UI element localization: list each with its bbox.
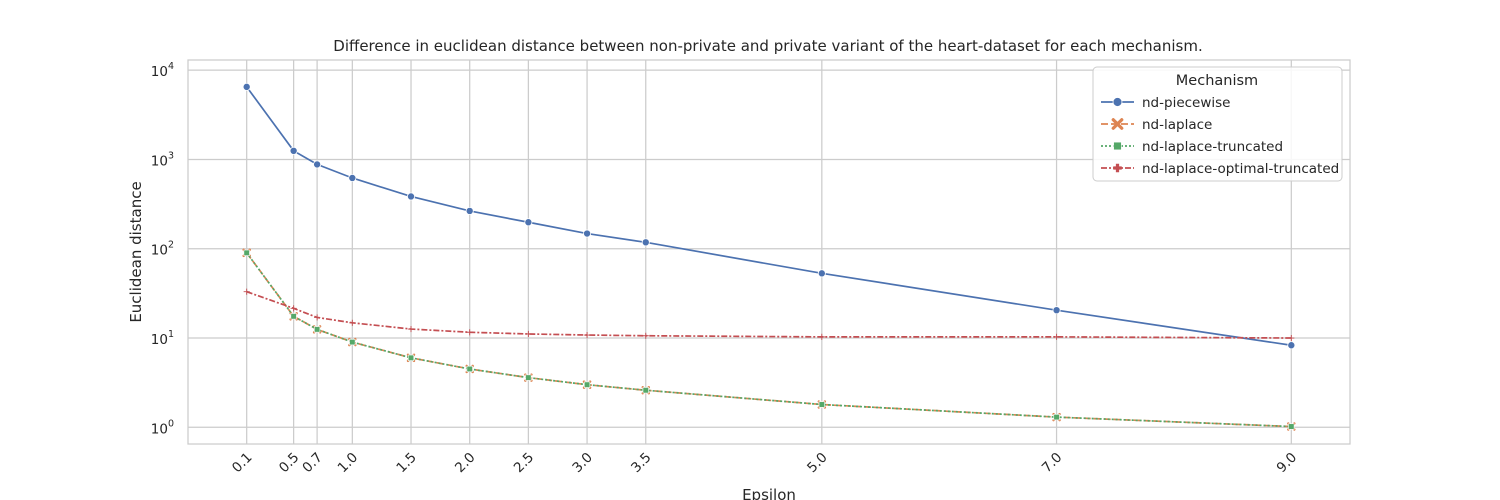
legend-item: nd-laplace: [1101, 117, 1212, 133]
grid: [188, 60, 1350, 444]
y-tick-base: 10: [151, 332, 168, 348]
marker-plus: [818, 333, 825, 340]
y-tick-exponent: 2: [168, 240, 174, 251]
x-axis-ticks: 0.1 0.50.7 1.0 1.5 2.0 2.5 3.0 3.5 5.0 7.0 9.0: [229, 450, 1300, 477]
marker-circle: [1052, 306, 1061, 315]
marker-plus: [1113, 163, 1122, 173]
series-line: [246, 252, 1292, 428]
marker-circle: [524, 218, 533, 227]
x-tick-label: 2.0: [452, 450, 479, 477]
x-tick-label: 1.5: [393, 450, 420, 477]
x-tick-label: 0.5: [276, 450, 303, 477]
legend-item: nd-piecewise: [1101, 95, 1230, 111]
y-tick-exponent: 4: [168, 61, 174, 72]
marker-plus: [1288, 334, 1295, 342]
x-tick-label: 1.0: [335, 450, 362, 477]
y-axis-label: Euclidean distance: [127, 181, 145, 322]
plot-frame: [187, 59, 1351, 445]
marker-square: [583, 381, 591, 388]
marker-plus: [243, 288, 250, 295]
y-tick-exponent: 1: [168, 329, 174, 340]
y-tick-base: 10: [151, 153, 168, 169]
marker-plus: [584, 331, 591, 339]
marker-circle: [348, 173, 357, 182]
series-nd-laplace: [242, 248, 1296, 431]
x-tick-label: 3.0: [569, 450, 596, 477]
y-tick-label: 103: [151, 150, 174, 169]
y-tick-label: 101: [151, 329, 174, 348]
y-tick-base: 10: [151, 243, 168, 259]
marker-plus: [314, 314, 321, 321]
y-tick-label: 100: [151, 418, 174, 437]
marker-plus: [525, 330, 532, 338]
y-tick-exponent: 0: [168, 418, 174, 429]
x-tick-label: 0.7: [299, 450, 326, 477]
marker-circle: [641, 238, 650, 247]
marker-square: [818, 401, 825, 408]
marker-circle: [583, 229, 592, 238]
marker-plus: [290, 305, 297, 312]
marker-circle: [242, 82, 251, 91]
marker-circle: [313, 160, 322, 169]
x-axis-label: Epsilon: [742, 486, 796, 500]
marker-circle: [465, 206, 474, 215]
marker-square: [1113, 141, 1122, 151]
marker-circle: [289, 146, 298, 155]
x-tick-label: 5.0: [804, 450, 831, 477]
legend-label: nd-piecewise: [1142, 95, 1230, 111]
legend-item: nd-laplace-truncated: [1101, 139, 1283, 155]
y-tick-label: 104: [151, 61, 174, 80]
y-tick-exponent: 3: [168, 150, 174, 161]
series-line: [246, 86, 1292, 347]
legend-label: nd-laplace-optimal-truncated: [1142, 161, 1339, 177]
marker-plus: [1053, 333, 1060, 340]
marker-square: [407, 354, 415, 361]
marker-square: [1288, 423, 1295, 430]
x-tick-label: 7.0: [1039, 450, 1066, 477]
marker-square: [243, 249, 250, 256]
y-tick-label: 102: [151, 240, 174, 259]
x-tick-label: 9.0: [1274, 450, 1301, 477]
series-layer: [242, 82, 1296, 431]
marker-circle: [817, 269, 826, 278]
marker-square: [1053, 414, 1060, 421]
chart-title: Difference in euclidean distance between…: [333, 37, 1202, 55]
marker-circle: [407, 192, 416, 201]
x-tick-label: 3.5: [628, 450, 655, 477]
marker-square: [525, 374, 532, 381]
marker-square: [642, 387, 649, 394]
x-tick-label: 2.5: [511, 450, 538, 477]
legend: Mechanism nd-piecewise nd-laplace nd-lapla…: [1092, 66, 1343, 182]
marker-plus: [407, 325, 415, 333]
marker-square: [290, 313, 297, 320]
y-tick-base: 10: [151, 64, 168, 80]
marker-x: [1111, 118, 1124, 130]
marker-circle: [1112, 97, 1123, 107]
legend-label: nd-laplace-truncated: [1142, 139, 1283, 155]
marker-plus: [349, 319, 356, 326]
marker-square: [349, 339, 356, 346]
series-line: [246, 290, 1292, 339]
legend-item: nd-laplace-optimal-truncated: [1101, 161, 1339, 177]
legend-label: nd-laplace: [1142, 117, 1212, 133]
marker-square: [466, 365, 473, 373]
legend-items: nd-piecewise nd-laplace nd-laplace-truncat…: [1101, 95, 1339, 177]
marker-square: [314, 326, 321, 333]
marker-plus: [466, 329, 473, 336]
x-tick-label: 0.1: [229, 450, 256, 477]
legend-box: [1092, 66, 1343, 182]
series-nd-piecewise: [242, 82, 1296, 350]
y-tick-base: 10: [151, 421, 168, 437]
series-nd-laplace-truncated: [243, 249, 1295, 430]
legend-title: Mechanism: [1176, 73, 1258, 89]
marker-plus: [642, 332, 649, 339]
series-nd-laplace-optimal-truncated: [243, 288, 1295, 342]
marker-circle: [1287, 341, 1296, 350]
